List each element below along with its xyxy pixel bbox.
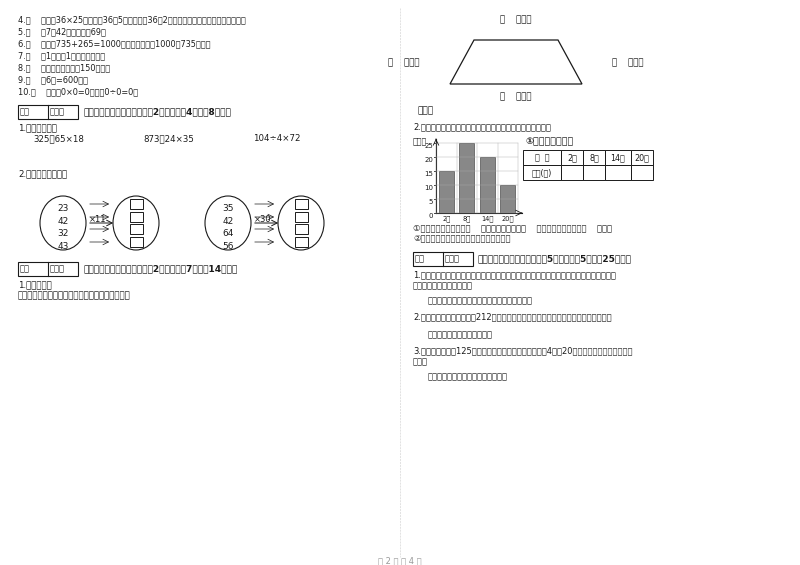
Text: 8时: 8时 (462, 215, 471, 221)
Text: 14时: 14时 (610, 153, 626, 162)
Text: 4.（    ）计算36×25时，先把36和5相乘，再把36和2相乘，最后把两次乘得的结果相加。: 4.（ ）计算36×25时，先把36和5相乘，再把36和2相乘，最后把两次乘得的… (18, 15, 246, 24)
Text: 3.一个果园里栽了125棵苹果树，桃树的棵数比苹果树的4倍尠20棵，这个果园一共栽了多少: 3.一个果园里栽了125棵苹果树，桃树的棵数比苹果树的4倍尠20棵，这个果园一共… (413, 346, 633, 355)
Text: 答：这个果园一共栽了　　　棵树。: 答：这个果园一共栽了 棵树。 (428, 372, 508, 381)
Text: 5.（    ）7个42相加的和是69。: 5.（ ）7个42相加的和是69。 (18, 27, 106, 36)
Text: 1.动手操作：: 1.动手操作： (18, 280, 52, 289)
Text: 9.（    ）6分=600秒。: 9.（ ）6分=600秒。 (18, 75, 88, 84)
Text: 8时: 8时 (589, 153, 599, 162)
Bar (294, 212, 307, 222)
Text: 20时: 20时 (502, 215, 514, 221)
Text: 325＋65×18: 325＋65×18 (33, 134, 84, 143)
Bar (480, 157, 494, 213)
Text: 时  间: 时 间 (534, 153, 550, 162)
Text: 评卷人: 评卷人 (445, 254, 460, 263)
Text: 10.（    ）因为0×0=0，所以0÷0=0。: 10.（ ）因为0×0=0，所以0÷0=0。 (18, 87, 138, 96)
Text: 五、认真思考，综合能力（共2小题，每题7分，共14分）。: 五、认真思考，综合能力（共2小题，每题7分，共14分）。 (83, 264, 238, 273)
Text: ①这一天的最高气温是（    ）度，最低气温是（    ）度，平均气温大约（    ）度。: ①这一天的最高气温是（ ）度，最低气温是（ ）度，平均气温大约（ ）度。 (413, 223, 612, 232)
Text: 43: 43 (58, 242, 69, 251)
Text: 四、看清题目，细心计算（共2小题，每题4分，共8分）。: 四、看清题目，细心计算（共2小题，每题4分，共8分）。 (83, 107, 231, 116)
Text: 5: 5 (429, 199, 433, 205)
Bar (130, 212, 142, 222)
Bar (605, 150, 631, 165)
Text: ②实际算一算，这天的平均气温是多少度？: ②实际算一算，这天的平均气温是多少度？ (413, 234, 510, 243)
Text: 1.王大伯家有一块菜地，他把其中的七分之二种白菜，七分之三种补卜。种白菜和补卜的地: 1.王大伯家有一块菜地，他把其中的七分之二种白菜，七分之三种补卜。种白菜和补卜的… (413, 270, 616, 279)
Text: 20时: 20时 (634, 153, 650, 162)
Bar (523, 165, 561, 180)
Bar (18, 262, 78, 276)
Bar (500, 185, 515, 213)
Bar (561, 165, 583, 180)
Bar (294, 237, 307, 247)
Text: （    ）毫米: （ ）毫米 (612, 58, 644, 67)
Bar (459, 143, 474, 213)
Text: 56: 56 (222, 242, 234, 251)
Bar (294, 199, 307, 209)
Text: 20: 20 (424, 157, 433, 163)
Text: ×30: ×30 (254, 215, 272, 224)
Text: 8.（    ）一本故事书的重150千克。: 8.（ ）一本故事书的重150千克。 (18, 63, 110, 72)
Text: 15: 15 (424, 171, 433, 177)
Text: 答：这根铁丝长　　　厘米。: 答：这根铁丝长 厘米。 (428, 330, 493, 339)
Bar (605, 165, 631, 180)
Bar (18, 105, 78, 119)
Text: ①根据统计图填表: ①根据统计图填表 (526, 137, 574, 146)
Text: 第 2 页 共 4 页: 第 2 页 共 4 页 (378, 556, 422, 565)
Bar (631, 165, 653, 180)
Text: 1.递等式计算。: 1.递等式计算。 (18, 123, 57, 132)
Text: 10: 10 (424, 185, 433, 191)
Text: 六、活用知识，解决问题（共5小题，每题5分，共25分）。: 六、活用知识，解决问题（共5小题，每题5分，共25分）。 (478, 254, 632, 263)
Text: 得分: 得分 (415, 254, 425, 263)
Text: 2时: 2时 (567, 153, 577, 162)
Text: 2.算一算，填一填。: 2.算一算，填一填。 (18, 169, 67, 178)
Text: 一共是这块地的几分之几？: 一共是这块地的几分之几？ (413, 281, 473, 290)
Text: 棵树？: 棵树？ (413, 357, 428, 366)
Text: 42: 42 (58, 217, 69, 226)
Text: 35: 35 (222, 204, 234, 213)
Text: ×11: ×11 (89, 215, 106, 224)
Bar (130, 237, 142, 247)
Text: （    ）毫米: （ ）毫米 (388, 58, 420, 67)
Text: 32: 32 (58, 229, 69, 238)
Text: 2.用一根铁丝做一个边长为212厘米的正方形框架，正好用完，这根铁丝长多少厘米？: 2.用一根铁丝做一个边长为212厘米的正方形框架，正好用完，这根铁丝长多少厘米？ (413, 312, 612, 321)
Text: 评卷人: 评卷人 (50, 264, 65, 273)
Text: 0: 0 (429, 213, 433, 219)
Text: 873－24×35: 873－24×35 (143, 134, 194, 143)
Bar (439, 171, 454, 213)
Text: 周长：: 周长： (418, 106, 434, 115)
Text: 得分: 得分 (20, 264, 30, 273)
Bar (583, 165, 605, 180)
Text: 7.（    ）1吨铁与1吨棉花一样重。: 7.（ ）1吨铁与1吨棉花一样重。 (18, 51, 105, 60)
Text: 得分: 得分 (20, 107, 30, 116)
Text: 25: 25 (424, 143, 433, 149)
Text: 2时: 2时 (442, 215, 450, 221)
Bar (523, 150, 561, 165)
Text: （    ）毫米: （ ）毫米 (500, 92, 532, 101)
Bar (561, 150, 583, 165)
Text: 气温(度): 气温(度) (532, 168, 552, 177)
Bar (631, 150, 653, 165)
Text: 6.（    ）根据735+265=1000，可以直接写出1000－735的差。: 6.（ ）根据735+265=1000，可以直接写出1000－735的差。 (18, 39, 210, 48)
Text: 评卷人: 评卷人 (50, 107, 65, 116)
Text: 答：种白菜和补卜的地一共是这块地的　　　。: 答：种白菜和补卜的地一共是这块地的 。 (428, 296, 533, 305)
Bar (583, 150, 605, 165)
Text: 64: 64 (222, 229, 234, 238)
Text: 14时: 14时 (481, 215, 494, 221)
Text: （    ）毫米: （ ）毫米 (500, 15, 532, 24)
Bar (130, 199, 142, 209)
Text: 量出每条边的长度，以毫米为单位，并计算周长。: 量出每条边的长度，以毫米为单位，并计算周长。 (18, 291, 130, 300)
Text: 42: 42 (222, 217, 234, 226)
Bar (130, 224, 142, 234)
Text: 104÷4×72: 104÷4×72 (253, 134, 301, 143)
Text: （度）: （度） (413, 137, 427, 146)
Text: 2.下面是气温自测仪上记录的某天四个不同时间的气温情况：: 2.下面是气温自测仪上记录的某天四个不同时间的气温情况： (413, 122, 551, 131)
Text: 23: 23 (58, 204, 69, 213)
Bar (294, 224, 307, 234)
Bar (413, 252, 473, 266)
